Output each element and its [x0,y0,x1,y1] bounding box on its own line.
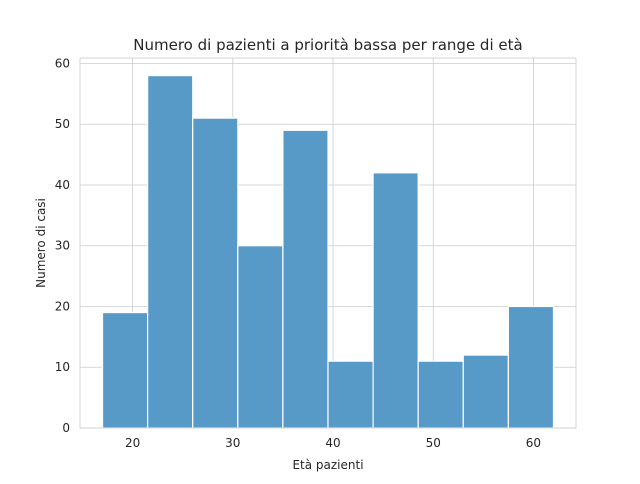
x-tick-label: 60 [526,436,541,450]
x-tick-label: 50 [426,436,441,450]
y-tick-label: 30 [55,239,70,253]
histogram-bar [282,129,329,429]
y-tick-labels: 0 10 20 30 40 50 60 [55,56,70,435]
histogram-bar [417,360,464,429]
bars [101,75,555,429]
y-tick-label: 0 [62,421,70,435]
histogram-bar [327,360,374,429]
y-tick-label: 50 [55,117,70,131]
x-tick-labels: 20 30 40 50 60 [125,436,541,450]
x-tick-label: 20 [125,436,140,450]
histogram-bar [372,172,419,429]
x-tick-label: 40 [325,436,340,450]
x-tick-label: 30 [225,436,240,450]
x-axis-label: Età pazienti [292,458,363,472]
y-axis-label: Numero di casi [34,198,48,288]
histogram-bar [237,245,284,429]
histogram-bar [462,354,509,429]
plot-area-frame [79,57,577,429]
histogram-bar [192,117,239,429]
y-tick-label: 60 [55,56,70,70]
y-tick-label: 40 [55,178,70,192]
chart-title: Numero di pazienti a priorità bassa per … [133,36,522,54]
histogram-bar [101,311,149,429]
y-tick-label: 20 [55,299,70,313]
histogram-bar [507,305,555,429]
histogram-bar [147,75,194,429]
y-tick-label: 10 [55,360,70,374]
